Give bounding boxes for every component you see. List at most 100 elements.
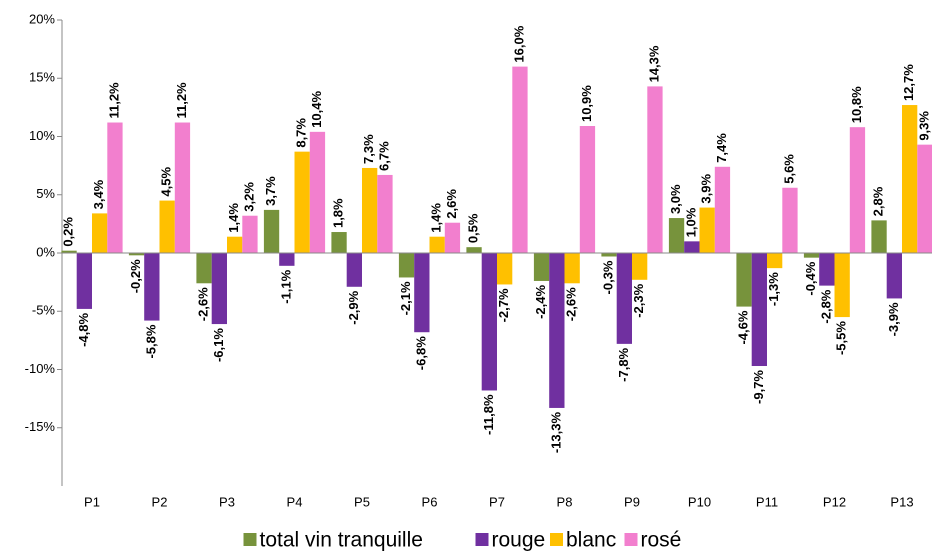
- bar: [699, 207, 715, 253]
- data-label: 9,3%: [916, 111, 931, 141]
- bar: [331, 232, 347, 253]
- data-label: 1,8%: [330, 198, 345, 228]
- x-tick-label: P4: [287, 494, 303, 509]
- bar: [533, 253, 550, 281]
- data-label: -2,7%: [496, 288, 511, 322]
- data-label: 5,6%: [781, 154, 796, 184]
- bar: [144, 253, 160, 321]
- bar: [466, 247, 482, 253]
- bar: [886, 253, 902, 299]
- bar: [782, 187, 798, 253]
- bar: [92, 213, 108, 253]
- bar: [444, 222, 461, 253]
- data-label: -2,1%: [398, 281, 413, 315]
- data-label: -2,8%: [818, 289, 833, 323]
- y-tick-label: 15%: [29, 70, 55, 85]
- bar: [834, 253, 850, 318]
- data-label: 11,2%: [106, 82, 121, 119]
- data-label: -0,4%: [803, 261, 818, 295]
- data-label: -2,9%: [346, 290, 361, 324]
- data-label: 7,4%: [714, 133, 729, 163]
- x-tick-label: P11: [756, 494, 778, 509]
- data-label: 3,0%: [668, 184, 683, 214]
- bar: [497, 253, 513, 285]
- data-label: 11,2%: [174, 82, 189, 119]
- bar: [76, 253, 92, 309]
- data-label: -5,5%: [834, 321, 849, 355]
- data-label: 1,4%: [226, 203, 241, 233]
- bar: [128, 253, 145, 256]
- data-label: -13,3%: [548, 412, 563, 454]
- bar: [107, 122, 123, 254]
- data-label: 2,6%: [444, 189, 459, 219]
- bar: [871, 220, 887, 253]
- bar: [242, 215, 258, 253]
- y-tick-label: -15%: [25, 419, 56, 434]
- data-label: -3,9%: [886, 302, 901, 336]
- x-tick-label: P12: [823, 494, 846, 509]
- data-label: -4,6%: [735, 310, 750, 344]
- bar: [579, 126, 596, 253]
- bar: [819, 253, 835, 286]
- bar: [668, 218, 685, 253]
- legend-swatch: [475, 533, 489, 546]
- x-tick-label: P6: [422, 494, 438, 509]
- y-tick-label: 10%: [29, 128, 55, 143]
- legend-swatch: [243, 533, 257, 546]
- data-label: 3,2%: [241, 182, 256, 212]
- x-tick-label: P9: [624, 494, 640, 509]
- bar: [377, 174, 393, 253]
- bar: [414, 253, 430, 333]
- x-tick-label: P2: [152, 494, 168, 509]
- bar: [159, 200, 175, 253]
- data-label: 10,8%: [849, 86, 864, 123]
- data-label: 4,5%: [159, 167, 174, 197]
- legend-swatch: [624, 533, 638, 546]
- bar: [227, 236, 243, 253]
- legend-swatch: [550, 533, 563, 546]
- bar: [616, 253, 632, 344]
- data-label: -5,8%: [143, 324, 158, 358]
- legend-label: rouge: [492, 529, 546, 552]
- bar: [512, 66, 528, 253]
- data-label: -6,8%: [413, 336, 428, 370]
- data-label: 10,4%: [309, 91, 324, 128]
- x-tick-label: P8: [557, 494, 573, 509]
- y-tick-label: 0%: [36, 244, 55, 259]
- bar: [346, 253, 362, 287]
- bar: [803, 253, 820, 258]
- bar: [398, 253, 415, 278]
- bar: [736, 253, 752, 307]
- bar: [647, 86, 663, 253]
- data-label: 6,7%: [376, 141, 391, 171]
- data-label: -0,3%: [600, 260, 615, 294]
- data-label: -2,4%: [533, 285, 548, 319]
- bar: [684, 241, 700, 253]
- y-tick-label: 5%: [36, 186, 55, 201]
- x-tick-label: P13: [890, 494, 913, 509]
- data-label: -7,8%: [616, 347, 631, 381]
- data-label: 14,3%: [646, 45, 661, 82]
- bar: [174, 122, 191, 254]
- bar: [549, 253, 565, 408]
- data-label: 12,7%: [901, 64, 916, 101]
- bar: [902, 105, 918, 253]
- bar: [309, 131, 326, 253]
- data-label: -0,2%: [128, 259, 143, 293]
- bar: [849, 127, 866, 253]
- y-tick-label: -10%: [25, 361, 56, 376]
- bar: [263, 209, 280, 253]
- data-label: 16,0%: [511, 25, 526, 62]
- bar: [481, 253, 497, 391]
- data-label: -4,8%: [76, 312, 91, 346]
- data-label: 7,3%: [361, 134, 376, 164]
- data-label: -11,8%: [481, 394, 496, 435]
- y-tick-label: -5%: [32, 303, 56, 318]
- data-label: -2,6%: [564, 287, 579, 321]
- data-label: -6,1%: [211, 328, 226, 362]
- data-label: 3,4%: [91, 179, 106, 209]
- data-label: -9,7%: [751, 370, 766, 404]
- data-label: 1,0%: [683, 207, 698, 237]
- data-label: -1,3%: [766, 272, 781, 306]
- data-label: -2,3%: [631, 283, 646, 317]
